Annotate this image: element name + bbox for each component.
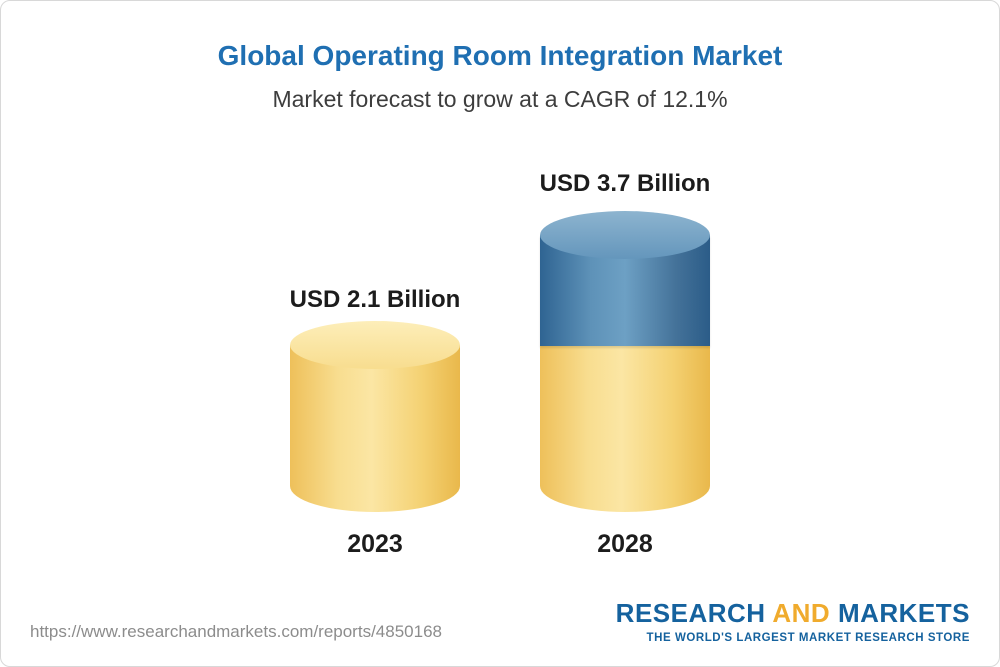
footer-report-url[interactable]: https://www.researchandmarkets.com/repor… xyxy=(30,622,442,641)
bar-2028-top-ellipse xyxy=(540,211,710,259)
bar-2023-body xyxy=(290,345,460,512)
chart-title: Global Operating Room Integration Market xyxy=(217,40,783,71)
value-label-2023: USD 2.1 Billion xyxy=(289,286,461,313)
chart-subtitle: Market forecast to grow at a CAGR of 12.… xyxy=(272,86,728,112)
logo-tagline: THE WORLD'S LARGEST MARKET RESEARCH STOR… xyxy=(646,632,970,644)
year-label-2028: 2028 xyxy=(597,530,653,558)
logo-word-and: AND xyxy=(772,598,831,628)
value-label-2028: USD 3.7 Billion xyxy=(539,170,711,197)
research-and-markets-logo: RESEARCH AND MARKETS THE WORLD'S LARGEST… xyxy=(616,598,970,644)
logo-word-markets: MARKETS xyxy=(837,598,970,628)
logo-word-research: RESEARCH xyxy=(615,598,766,628)
year-label-2023: 2023 xyxy=(347,530,403,558)
logo-wordmark: RESEARCH AND MARKETS xyxy=(616,598,970,629)
bar-2023-top-ellipse xyxy=(290,321,460,369)
bar-2028-yellow-segment xyxy=(540,345,710,512)
